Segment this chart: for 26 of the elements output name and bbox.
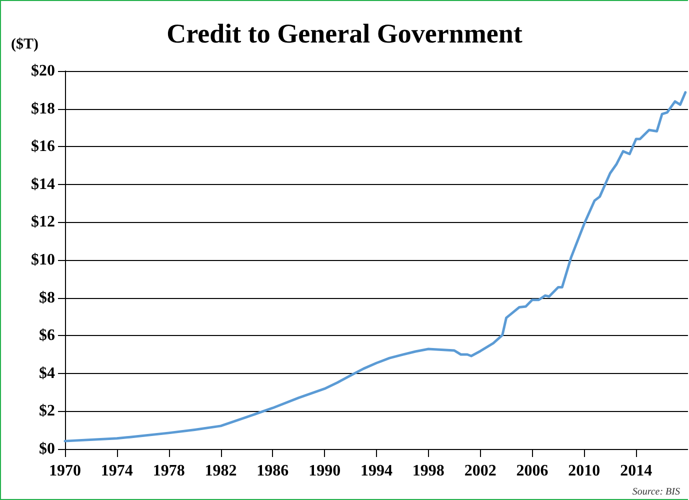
- source-note: Source: BIS: [632, 486, 680, 498]
- y-tick-label: $4: [39, 364, 55, 382]
- x-tick-label: 2010: [568, 462, 600, 480]
- x-tick-label: 1982: [204, 462, 237, 480]
- y-tick-label: $14: [31, 176, 55, 193]
- y-tick-label: $0: [39, 440, 55, 458]
- x-tick-label: 1990: [308, 462, 341, 480]
- x-tick-label: 2002: [464, 462, 496, 480]
- x-tick-label: 1978: [152, 462, 185, 480]
- y-tick-label: $2: [39, 402, 55, 420]
- y-tick-label: $18: [31, 100, 55, 118]
- x-tick-label: 1974: [100, 462, 133, 480]
- x-tick-label: 2006: [516, 462, 548, 480]
- x-tick-label: 1986: [256, 462, 289, 480]
- y-tick-label: $10: [31, 252, 55, 268]
- y-axis-title: ($T): [11, 36, 38, 52]
- y-tick-label: $8: [39, 289, 55, 306]
- x-tick-label: 2014: [620, 462, 652, 480]
- chart-title: Credit to General Government: [166, 18, 522, 48]
- y-tick-label: $16: [31, 138, 55, 156]
- y-tick-label: $12: [31, 214, 55, 231]
- y-tick-label: $20: [31, 62, 55, 80]
- x-tick-label: 1994: [360, 462, 392, 480]
- y-tick-label: $6: [39, 327, 55, 344]
- x-tick-label: 1970: [49, 462, 81, 480]
- x-tick-label: 1998: [412, 462, 444, 480]
